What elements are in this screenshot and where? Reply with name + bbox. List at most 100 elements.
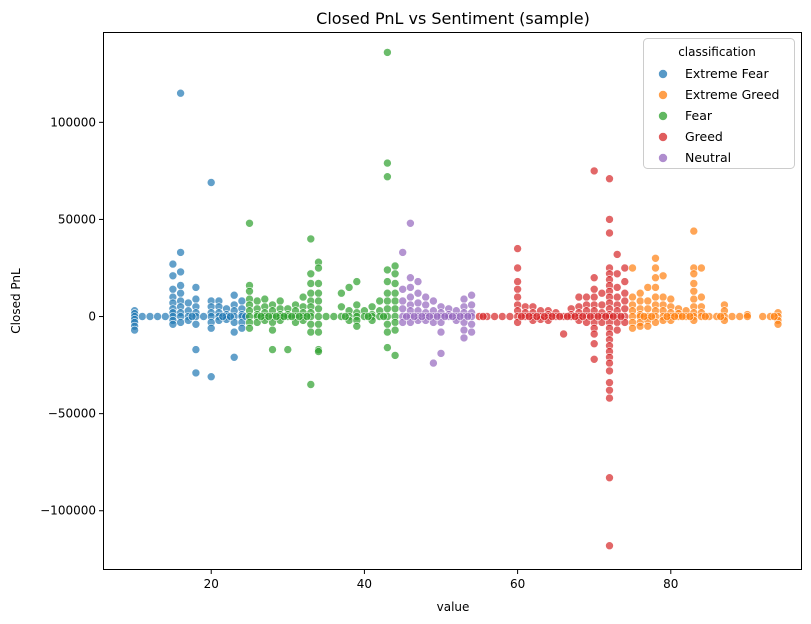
point-fear-119: [363, 312, 373, 321]
point-greed-82: [605, 378, 614, 387]
point-greed-115: [586, 312, 595, 321]
point-neutral-61: [448, 312, 457, 321]
point-extreme-greed-22: [651, 273, 660, 283]
point-extreme-fear-9: [168, 284, 178, 294]
point-fear-84: [375, 296, 385, 306]
legend-marker-extreme-fear: [658, 69, 668, 79]
point-greed-104: [497, 312, 507, 321]
point-fear-87: [383, 48, 392, 57]
point-fear-99: [390, 261, 400, 271]
point-greed-110: [547, 312, 557, 321]
legend-marker-neutral: [658, 153, 668, 163]
point-greed-52: [589, 329, 599, 339]
point-fear-59: [314, 304, 323, 314]
legend-title: classification: [678, 45, 756, 59]
point-extreme-greed-78: [677, 312, 687, 321]
point-greed-118: [608, 312, 618, 321]
point-fear-53: [306, 380, 316, 389]
point-extreme-greed-83: [758, 312, 768, 321]
point-extreme-fear-61: [229, 327, 239, 337]
point-extreme-fear-56: [229, 290, 239, 300]
point-fear-62: [314, 327, 323, 337]
point-greed-103: [478, 312, 488, 321]
point-greed-53: [589, 339, 599, 349]
point-fear-108: [390, 351, 400, 360]
point-extreme-fear-73: [187, 312, 197, 321]
point-greed-4: [513, 263, 522, 273]
point-extreme-fear-72: [161, 312, 170, 321]
point-fear-93: [383, 296, 392, 306]
point-greed-80: [605, 358, 614, 368]
point-extreme-fear-45: [206, 323, 216, 333]
point-greed-98: [620, 288, 630, 298]
legend-label: Greed: [685, 129, 723, 144]
point-fear-73: [352, 300, 362, 310]
point-neutral-1: [398, 284, 408, 294]
y-tick-label: 50000: [58, 212, 96, 226]
point-neutral-25: [429, 296, 438, 306]
point-greed-95: [612, 325, 622, 335]
point-extreme-fear-6: [130, 325, 139, 335]
point-extreme-greed-73: [773, 319, 783, 329]
point-greed-97: [620, 277, 630, 286]
point-greed-3: [513, 244, 522, 253]
point-extreme-greed-45: [689, 226, 699, 236]
point-neutral-9: [406, 292, 415, 302]
point-greed-83: [605, 385, 614, 395]
x-tick-label: 80: [663, 577, 678, 591]
point-fear-2: [245, 286, 254, 296]
point-greed-87: [612, 250, 622, 259]
point-extreme-fear-8: [168, 271, 178, 281]
point-greed-6: [513, 284, 522, 294]
point-fear-96: [383, 319, 392, 329]
point-fear-66: [337, 302, 346, 312]
point-neutral-56: [409, 312, 419, 321]
point-greed-114: [578, 312, 588, 321]
point-fear-109: [256, 312, 266, 321]
point-greed-106: [517, 312, 526, 321]
point-fear-55: [314, 263, 323, 273]
point-fear-90: [383, 265, 392, 275]
legend-marker-greed: [658, 132, 668, 142]
point-extreme-greed-76: [662, 312, 672, 321]
point-greed-7: [513, 292, 522, 302]
point-neutral-55: [402, 312, 411, 321]
point-extreme-greed-84: [769, 312, 779, 321]
point-fear-80: [367, 302, 377, 312]
point-extreme-greed-7: [635, 288, 645, 298]
point-extreme-fear-39: [206, 178, 216, 187]
point-greed-119: [616, 312, 626, 321]
point-fear-115: [302, 312, 312, 321]
point-greed-105: [505, 312, 515, 321]
point-neutral-29: [429, 358, 438, 368]
point-fear-0: [245, 219, 254, 228]
point-fear-104: [390, 304, 400, 314]
point-greed-81: [605, 366, 614, 376]
point-fear-117: [329, 312, 339, 321]
point-extreme-greed-14: [643, 283, 653, 292]
y-tick-label: −50000: [48, 407, 96, 421]
point-extreme-greed-74: [639, 312, 649, 321]
point-fear-46: [306, 288, 316, 298]
point-neutral-34: [436, 327, 446, 337]
point-extreme-greed-1: [628, 292, 637, 302]
point-fear-51: [306, 319, 316, 329]
point-extreme-greed-80: [700, 312, 710, 321]
chart-title: Closed PnL vs Sentiment (sample): [316, 9, 590, 28]
point-extreme-fear-38: [191, 368, 201, 378]
point-fear-102: [390, 288, 400, 298]
point-greed-108: [532, 312, 542, 321]
point-fear-88: [383, 158, 392, 168]
point-extreme-greed-55: [697, 263, 706, 273]
y-tick-label: −100000: [40, 504, 96, 518]
point-greed-111: [555, 312, 565, 321]
point-extreme-greed-19: [643, 321, 653, 331]
point-greed-38: [582, 292, 591, 302]
point-greed-107: [524, 312, 534, 321]
point-extreme-fear-74: [199, 312, 208, 321]
point-fear-120: [379, 312, 388, 321]
point-neutral-47: [459, 325, 469, 335]
point-fear-92: [383, 288, 392, 298]
point-extreme-fear-26: [176, 318, 185, 327]
